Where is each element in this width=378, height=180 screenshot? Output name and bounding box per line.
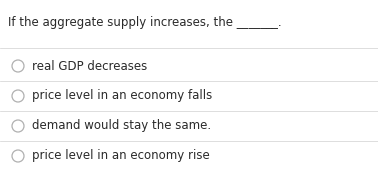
Text: price level in an economy falls: price level in an economy falls (32, 89, 212, 102)
Text: real GDP decreases: real GDP decreases (32, 60, 147, 73)
Text: price level in an economy rise: price level in an economy rise (32, 150, 210, 163)
Text: demand would stay the same.: demand would stay the same. (32, 120, 211, 132)
Text: If the aggregate supply increases, the _______.: If the aggregate supply increases, the _… (8, 16, 282, 29)
